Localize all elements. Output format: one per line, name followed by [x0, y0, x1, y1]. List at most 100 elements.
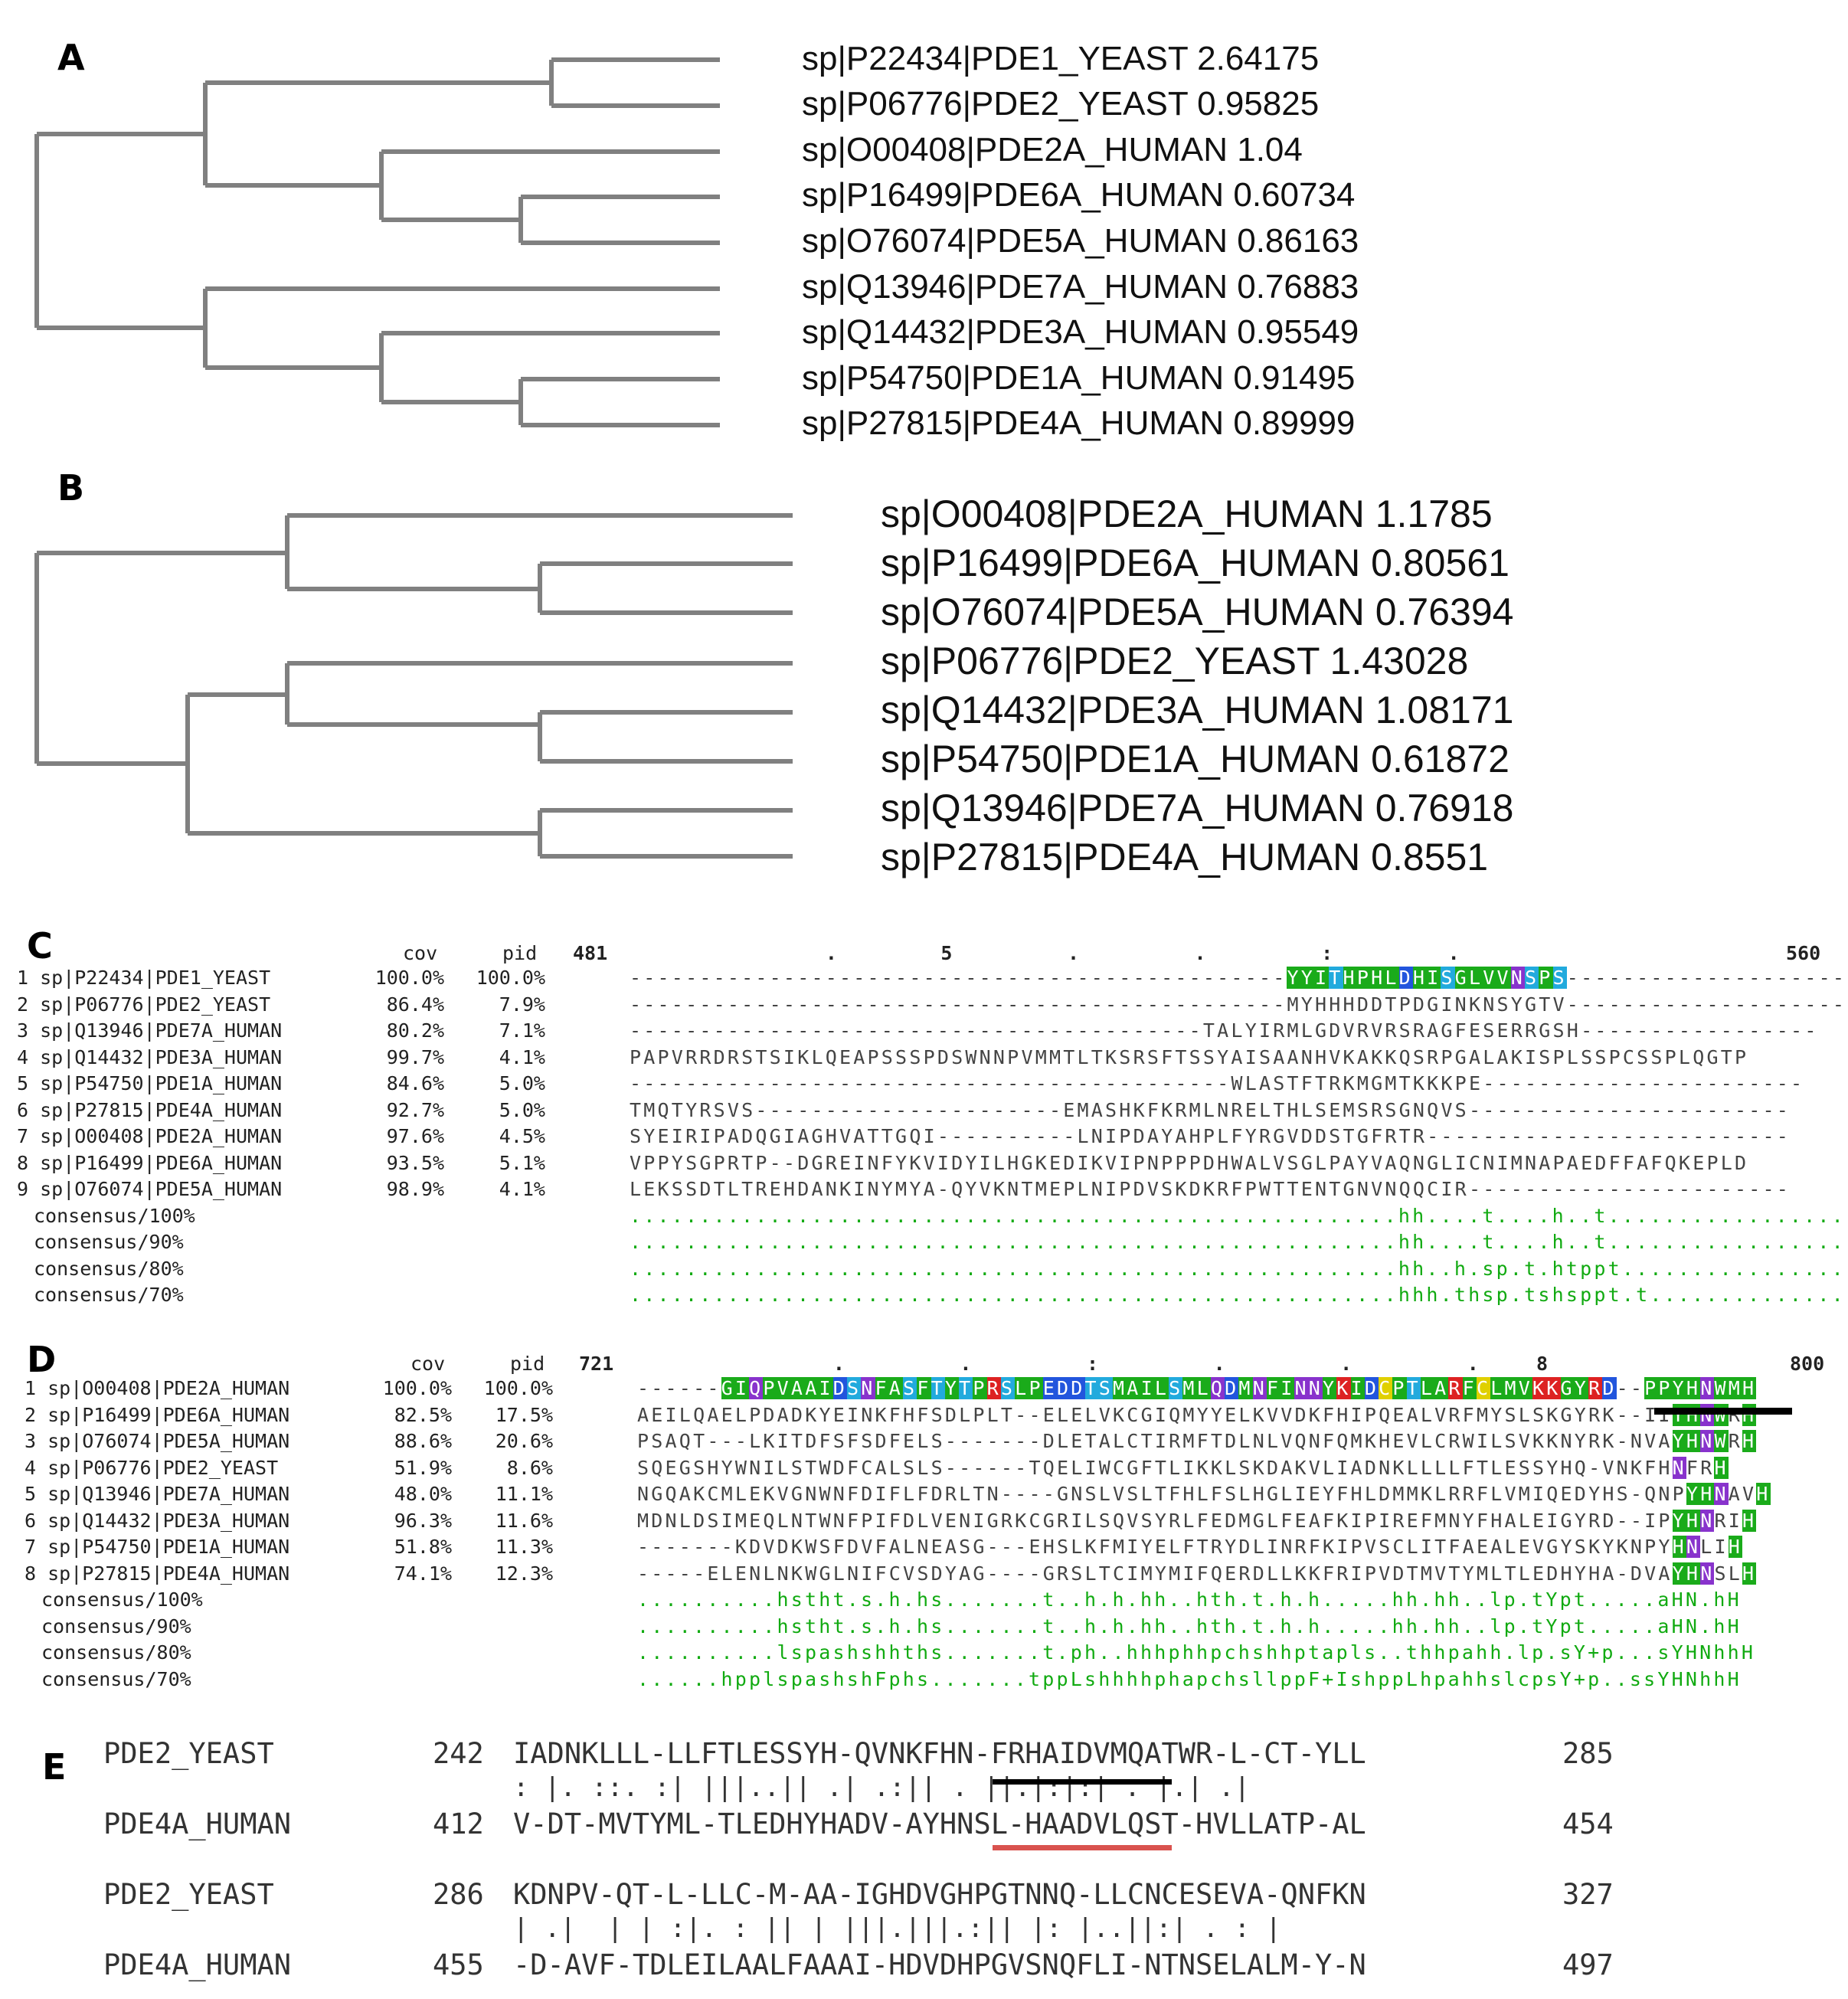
pairwise-top-sequence: IADNKLLL-LLFTLESSYH-QVNKFHN-FRHAIDVMQATW… [513, 1737, 1366, 1770]
tree-b-leaf: sp|O76074|PDE5A_HUMAN 0.76394 [881, 591, 1514, 633]
consensus-row-sequence: ........................................… [630, 1231, 1848, 1253]
alignment-row-name: 5 sp|Q13946|PDE7A_HUMAN [25, 1483, 290, 1505]
pairwise-top-sequence: KDNPV-QT-L-LLC-M-AA-IGHDVGHPGTNNQ-LLCNCE… [513, 1878, 1366, 1911]
alignment-row-name: 8 sp|P27815|PDE4A_HUMAN [25, 1562, 290, 1585]
tree-a-leaf: sp|P16499|PDE6A_HUMAN 0.60734 [802, 176, 1356, 214]
alignment-row-pid: 11.6% [495, 1509, 553, 1532]
consensus-row-sequence: ........................................… [630, 1284, 1848, 1306]
alignment-row-name: 2 sp|P16499|PDE6A_HUMAN [25, 1403, 290, 1426]
alignment-row-sequence: VPPYSGPRTP--DGREINFYKVIDYILHGKEDIKVIPNPP… [630, 1151, 1749, 1174]
alignment-row-cov: 96.3% [394, 1509, 452, 1532]
alignment-row-sequence: ----------------------------------------… [630, 1072, 1805, 1094]
consensus-row-name: consensus/100% [34, 1204, 195, 1227]
consensus-row-name: consensus/70% [41, 1667, 191, 1690]
alignment-row-name: 1 sp|P22434|PDE1_YEAST [17, 967, 271, 989]
tree-b [34, 513, 793, 859]
panel-a-label: A [57, 37, 85, 78]
alignment-row-cov: 84.6% [386, 1072, 444, 1094]
alignment-row-cov: 92.7% [386, 1098, 444, 1121]
alignment-row-sequence: ----------------------------------------… [630, 993, 1848, 1016]
alignment-row-cov: 74.1% [394, 1562, 452, 1585]
pairwise-bottom-name: PDE4A_HUMAN [103, 1948, 292, 1981]
consensus-row-name: consensus/80% [41, 1641, 191, 1664]
alignment-row-sequence: PSAQT---LKITDFSFSDFELS-------DLETALCTIRM… [637, 1430, 1757, 1452]
pairwise-match-line: | .| | | :|. : || | |||.|||.:|| |: |..||… [513, 1913, 1282, 1944]
pairwise-top-name: PDE2_YEAST [103, 1737, 274, 1770]
tree-a-leaf: sp|P22434|PDE1_YEAST 2.64175 [802, 40, 1320, 77]
alignment-row-cov: 88.6% [394, 1430, 452, 1452]
consensus-row-sequence: ......hpplspashshFphs.......tppLshhhhpha… [637, 1667, 1742, 1690]
panel-c-ruler: . 5 . . : . [630, 942, 1460, 964]
alignment-row-sequence: AEILQAELPDADKYEINKFHFSDLPLT--ELELVKCGIQM… [637, 1403, 1757, 1426]
alignment-row-name: 4 sp|Q14432|PDE3A_HUMAN [17, 1045, 283, 1068]
pairwise-bottom-start: 412 [433, 1808, 484, 1840]
alignment-row-name: 5 sp|P54750|PDE1A_HUMAN [17, 1072, 283, 1094]
alignment-row-name: 6 sp|P27815|PDE4A_HUMAN [17, 1098, 283, 1121]
panel-e-label: E [42, 1746, 67, 1788]
alignment-row-cov: 51.8% [394, 1536, 452, 1558]
alignment-row-cov: 51.9% [394, 1456, 452, 1479]
alignment-row-cov: 86.4% [386, 993, 444, 1016]
panel-d-pid-header: pid [510, 1353, 545, 1375]
alignment-row-pid: 100.0% [476, 967, 545, 989]
consensus-row-name: consensus/90% [34, 1231, 184, 1253]
consensus-row-name: consensus/100% [41, 1588, 203, 1611]
alignment-row-cov: 99.7% [386, 1045, 444, 1068]
pairwise-bottom-sequence: -D-AVF-TDLEILAALFAAAI-HDVDHPGVSNQFLI-NTN… [513, 1948, 1366, 1981]
alignment-row-sequence: SQEGSHYWNILSTWDFCALSLS------TQELIWCGFTLI… [637, 1456, 1729, 1479]
pairwise-match-line: : |. ::. :| |||..|| .| .:|| . ||.|:|:| .… [513, 1772, 1251, 1803]
tree-a-leaf: sp|P54750|PDE1A_HUMAN 0.91495 [802, 359, 1356, 397]
alignment-row-sequence: NGQAKCMLEKVGNWNFDIFLFDRLTN----GNSLVSLTFH… [637, 1483, 1771, 1505]
pairwise-top-start: 286 [433, 1878, 484, 1911]
alignment-row-pid: 4.1% [499, 1045, 545, 1068]
alignment-row-cov: 93.5% [386, 1151, 444, 1174]
consensus-row-sequence: ........................................… [630, 1204, 1848, 1227]
panel-d-cov-header: cov [410, 1353, 446, 1375]
alignment-row-sequence: ------GIQPVAAIDSNFASFTYTPRSLPEDDTSMAILSM… [637, 1377, 1757, 1399]
tree-b-leaf: sp|P54750|PDE1A_HUMAN 0.61872 [881, 738, 1509, 780]
panel-c-cov-header: cov [403, 942, 438, 964]
alignment-row-pid: 4.1% [499, 1178, 545, 1200]
pairwise-bottom-start: 455 [433, 1948, 484, 1981]
alignment-row-pid: 11.1% [495, 1483, 553, 1505]
alignment-row-cov: 48.0% [394, 1483, 452, 1505]
alignment-row-cov: 98.9% [386, 1178, 444, 1200]
consensus-row-sequence: ........................................… [630, 1257, 1848, 1280]
consensus-row-name: consensus/80% [34, 1257, 184, 1280]
alignment-row-cov: 80.2% [386, 1019, 444, 1042]
panel-c-pid-header: pid [502, 942, 538, 964]
panel-d-ruler: . . : . . . 8 [637, 1353, 1549, 1375]
alignment-row-name: 8 sp|P16499|PDE6A_HUMAN [17, 1151, 283, 1174]
panel-d-label: D [27, 1339, 57, 1380]
pairwise-top-end: 327 [1562, 1878, 1614, 1911]
tree-b-leaf: sp|P16499|PDE6A_HUMAN 0.80561 [881, 541, 1509, 584]
consensus-row-sequence: ..........hstht.s.h.hs.......t..h.h.hh..… [637, 1615, 1742, 1637]
consensus-row-name: consensus/90% [41, 1615, 191, 1637]
consensus-row-name: consensus/70% [34, 1284, 184, 1306]
pairwise-bottom-end: 497 [1562, 1948, 1614, 1981]
alignment-row-sequence: -------KDVDKWSFDVFALNEASG---EHSLKFMIYELF… [637, 1536, 1742, 1558]
consensus-row-sequence: ..........lspashshhths.......t.ph..hhhph… [637, 1641, 1756, 1664]
alignment-row-name: 6 sp|Q14432|PDE3A_HUMAN [25, 1509, 290, 1532]
tree-a-leaf: sp|Q14432|PDE3A_HUMAN 0.95549 [802, 313, 1359, 351]
tree-a-leaf: sp|Q13946|PDE7A_HUMAN 0.76883 [802, 268, 1359, 306]
tree-a-leaf: sp|O76074|PDE5A_HUMAN 0.86163 [802, 222, 1359, 260]
alignment-row-pid: 4.5% [499, 1125, 545, 1147]
alignment-row-sequence: ----------------------------------------… [630, 1019, 1819, 1042]
tree-b-leaf: sp|O00408|PDE2A_HUMAN 1.1785 [881, 492, 1493, 535]
alignment-row-sequence: SYEIRIPADQGIAGHVATTGQI----------LNIPDAYA… [630, 1125, 1791, 1147]
alignment-row-name: 9 sp|O76074|PDE5A_HUMAN [17, 1178, 283, 1200]
alignment-row-pid: 5.0% [499, 1072, 545, 1094]
alignment-row-name: 4 sp|P06776|PDE2_YEAST [25, 1456, 279, 1479]
alignment-row-name: 2 sp|P06776|PDE2_YEAST [17, 993, 271, 1016]
alignment-row-pid: 17.5% [495, 1403, 553, 1426]
alignment-row-sequence: LEKSSDTLTREHDANKINYMYA-QYVKNTMEPLNIPDVSK… [630, 1178, 1791, 1200]
alignment-row-cov: 100.0% [375, 967, 444, 989]
alignment-row-pid: 12.3% [495, 1562, 553, 1585]
panel-c-end-position: 560 [1786, 942, 1821, 964]
alignment-row-sequence: TMQTYRSVS----------------------EMASHKFKR… [630, 1098, 1791, 1121]
panel-c-start-position: 481 [573, 942, 608, 964]
alignment-row-pid: 11.3% [495, 1536, 553, 1558]
pairwise-bottom-end: 454 [1562, 1808, 1614, 1840]
motif-underline-d [1654, 1408, 1792, 1415]
